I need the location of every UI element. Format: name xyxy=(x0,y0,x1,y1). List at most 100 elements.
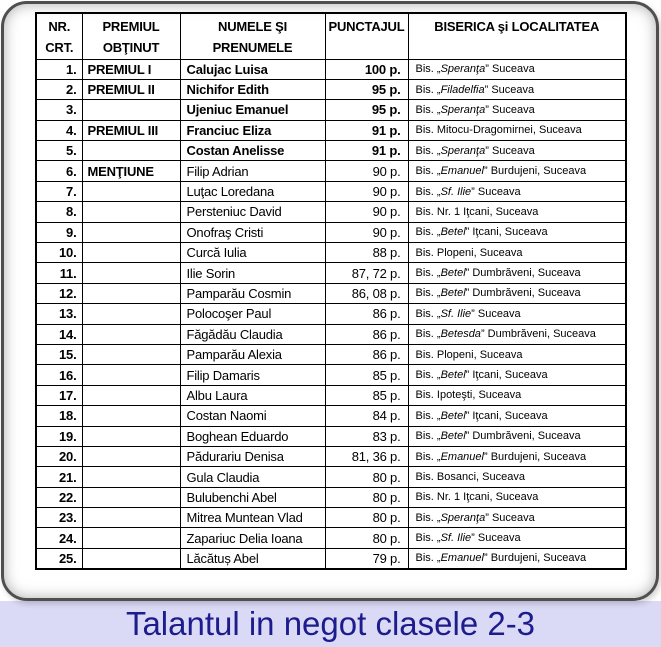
church-cell: Bis. Mitocu-Dragomirnei, Suceava xyxy=(407,119,627,142)
name-cell: Mitrea Muntean Vlad xyxy=(179,507,326,529)
prize-cell xyxy=(81,547,181,570)
score-cell: 86, 08 p. xyxy=(324,282,409,305)
table-row: 13. Polocoşer Paul 86 p. Bis. „Sf. Ilie” Su… xyxy=(35,303,627,325)
row-number-cell: 23. xyxy=(35,507,83,529)
table-row: 18. Costan Naomi 84 p. Bis. „Betel” Iţcani,… xyxy=(35,405,627,427)
score-cell: 95 p. xyxy=(324,78,409,101)
row-number-cell: 4. xyxy=(35,119,83,142)
church-cell: Bis. „Speranţa” Suceava xyxy=(407,140,627,162)
prize-cell xyxy=(81,445,181,468)
score-cell: 86 p. xyxy=(324,303,409,325)
table-row: 19. Boghean Eduardo 83 p. Bis. „Betel” Dumb… xyxy=(35,425,627,447)
header-cell-church: BISERICA şi LOCALITATEA xyxy=(407,12,627,60)
prize-cell: MENŢIUNE xyxy=(81,160,181,182)
prize-cell xyxy=(81,140,181,162)
score-cell: 85 p. xyxy=(324,384,409,407)
prize-cell xyxy=(81,425,181,447)
church-cell: Bis. „Betel” Dumbrăveni, Suceava xyxy=(407,425,627,447)
row-number-cell: 19. xyxy=(35,425,83,447)
name-cell: Lăcătuș Abel xyxy=(179,547,326,570)
prize-cell xyxy=(81,364,181,386)
name-cell: Pădurariu Denisa xyxy=(179,445,326,468)
church-cell: Bis. „Sf. Ilie” Suceava xyxy=(407,180,627,203)
header-label: NUMELE ŞI xyxy=(218,19,287,34)
name-cell: Calujac Luisa xyxy=(179,58,326,80)
name-cell: Costan Naomi xyxy=(179,405,326,427)
prize-cell xyxy=(81,303,181,325)
church-cell: Bis. Bosanci, Suceava xyxy=(407,466,627,488)
row-number-cell: 3. xyxy=(35,99,83,121)
score-cell: 79 p. xyxy=(324,547,409,570)
table-row: 10. Curcă Iulia 88 p. Bis. Plopeni, Suceava xyxy=(35,242,627,264)
church-cell: Bis. „Sf. Ilie” Suceava xyxy=(407,303,627,325)
prize-cell xyxy=(81,180,181,203)
name-cell: Luţac Loredana xyxy=(179,180,326,203)
score-cell: 90 p. xyxy=(324,180,409,203)
header-row: NR. CRT. PREMIUL OBŢINUT NUMELE ŞI PRENU… xyxy=(35,12,627,60)
name-cell: Zapariuc Delia Ioana xyxy=(179,527,326,549)
church-cell: Bis. „Betel” Dumbrăveni, Suceava xyxy=(407,282,627,305)
row-number-cell: 8. xyxy=(35,201,83,223)
table-row: 17. Albu Laura 85 p. Bis. Ipoteşti, Suceava xyxy=(35,384,627,407)
prize-cell xyxy=(81,282,181,305)
church-cell: Bis. „Sf. Ilie” Suceava xyxy=(407,527,627,549)
header-label: PRENUMELE xyxy=(212,40,293,55)
church-cell: Bis. „Speranţa” Suceava xyxy=(407,99,627,121)
table-row: 15. Pamparău Alexia 86 p. Bis. Plopeni, Suc… xyxy=(35,343,627,366)
name-cell: Franciuc Eliza xyxy=(179,119,326,142)
score-cell: 91 p. xyxy=(324,119,409,142)
name-cell: Pamparău Alexia xyxy=(179,343,326,366)
name-cell: Boghean Eduardo xyxy=(179,425,326,447)
prize-cell xyxy=(81,343,181,366)
prize-cell xyxy=(81,262,181,284)
prize-cell xyxy=(81,242,181,264)
name-cell: Onofraş Cristi xyxy=(179,221,326,244)
name-cell: Nichifor Edith xyxy=(179,78,326,101)
prize-cell xyxy=(81,221,181,244)
table-row: 4. PREMIUL III Franciuc Eliza 91 p. Bis. Mit… xyxy=(35,119,627,142)
church-cell: Bis. „Emanuel” Burdujeni, Suceava xyxy=(407,160,627,182)
table-row: 1. PREMIUL I Calujac Luisa 100 p. Bis. „Sper… xyxy=(35,58,627,80)
row-number-cell: 12. xyxy=(35,282,83,305)
table-row: 3. Ujeniuc Emanuel 95 p. Bis. „Speranţa” Su… xyxy=(35,99,627,121)
church-cell: Bis. „Speranţa” Suceava xyxy=(407,58,627,80)
name-cell: Curcă Iulia xyxy=(179,242,326,264)
row-number-cell: 20. xyxy=(35,445,83,468)
church-cell: Bis. „Emanuel” Burdujeni, Suceava xyxy=(407,547,627,570)
table-row: 16. Filip Damaris 85 p. Bis. „Betel” Iţcani… xyxy=(35,364,627,386)
row-number-cell: 2. xyxy=(35,78,83,101)
score-cell: 85 p. xyxy=(324,364,409,386)
row-number-cell: 5. xyxy=(35,140,83,162)
name-cell: Filip Damaris xyxy=(179,364,326,386)
score-cell: 91 p. xyxy=(324,140,409,162)
row-number-cell: 21. xyxy=(35,466,83,488)
church-cell: Bis. „Betel” Iţcani, Suceava xyxy=(407,405,627,427)
score-cell: 80 p. xyxy=(324,527,409,549)
score-cell: 84 p. xyxy=(324,405,409,427)
row-number-cell: 17. xyxy=(35,384,83,407)
church-cell: Bis. Plopeni, Suceava xyxy=(407,343,627,366)
church-cell: Bis. „Betel” Iţcani, Suceava xyxy=(407,221,627,244)
prize-cell xyxy=(81,486,181,509)
church-cell: Bis. „Betesda” Dumbrăveni, Suceava xyxy=(407,323,627,345)
name-cell: Filip Adrian xyxy=(179,160,326,182)
row-number-cell: 24. xyxy=(35,527,83,549)
name-cell: Gula Claudia xyxy=(179,466,326,488)
table-row: 6. MENŢIUNE Filip Adrian 90 p. Bis. „Emanuel… xyxy=(35,160,627,182)
row-number-cell: 14. xyxy=(35,323,83,345)
church-cell: Bis. „Filadelfia” Suceava xyxy=(407,78,627,101)
score-cell: 95 p. xyxy=(324,99,409,121)
header-label: BISERICA şi LOCALITATEA xyxy=(434,19,600,34)
row-number-cell: 11. xyxy=(35,262,83,284)
table-row: 23. Mitrea Muntean Vlad 80 p. Bis. „Speranţ… xyxy=(35,507,627,529)
table-row: 22. Bulubenchi Abel 80 p. Bis. Nr. 1 Iţcani… xyxy=(35,486,627,509)
row-number-cell: 1. xyxy=(35,58,83,80)
prize-cell xyxy=(81,507,181,529)
church-cell: Bis. „Speranţa” Suceava xyxy=(407,507,627,529)
prize-cell xyxy=(81,384,181,407)
name-cell: Albu Laura xyxy=(179,384,326,407)
church-cell: Bis. „Betel” Iţcani, Suceava xyxy=(407,364,627,386)
church-cell: Bis. Plopeni, Suceava xyxy=(407,242,627,264)
name-cell: Pamparău Cosmin xyxy=(179,282,326,305)
